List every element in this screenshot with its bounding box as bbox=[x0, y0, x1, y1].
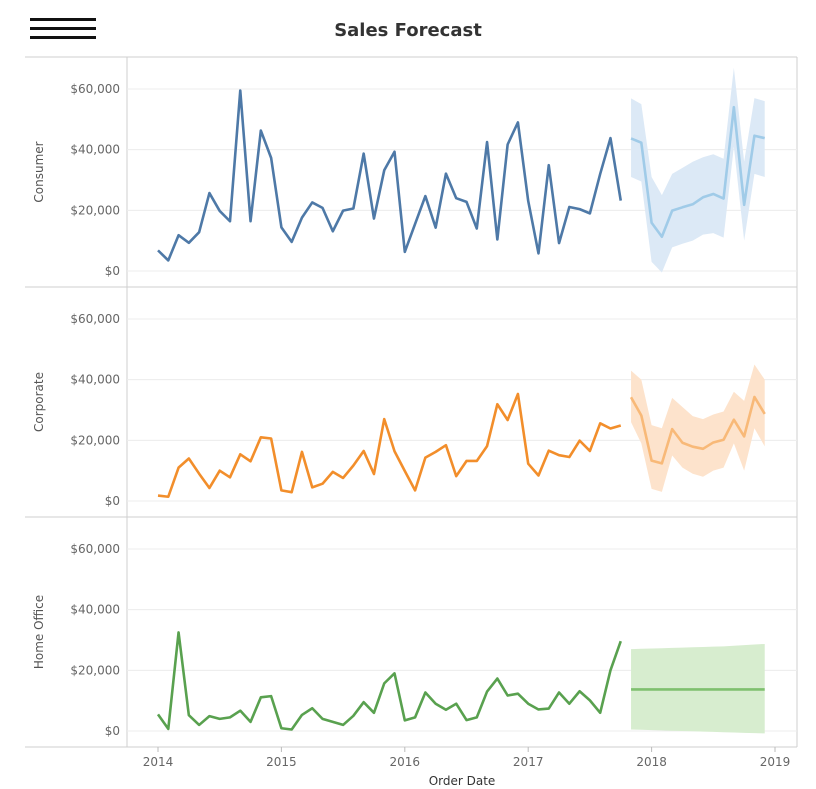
panel-home-office: $0 $20,000 $40,000 $60,000 Home Office bbox=[32, 542, 797, 738]
panel-consumer: $0 $20,000 $40,000 $60,000 Consumer bbox=[32, 67, 797, 278]
y-tick-label: $0 bbox=[105, 264, 120, 278]
x-tick-label: 2016 bbox=[390, 755, 421, 769]
y-tick-label: $0 bbox=[105, 494, 120, 508]
y-tick-label: $20,000 bbox=[70, 663, 120, 677]
series-line-actual bbox=[157, 392, 622, 499]
forecast-band bbox=[631, 364, 765, 492]
y-tick-label: $0 bbox=[105, 724, 120, 738]
y-tick-label: $40,000 bbox=[70, 143, 120, 157]
chart-frame bbox=[25, 56, 798, 748]
y-tick-label: $20,000 bbox=[70, 203, 120, 217]
chart-panels: $0 $20,000 $40,000 $60,000 Consumer $0 $20,000… bbox=[32, 67, 797, 738]
x-tick-label: 2018 bbox=[636, 755, 667, 769]
panel-label: Home Office bbox=[32, 595, 46, 669]
series-line-forecast bbox=[629, 395, 766, 465]
x-axis: 2014 2015 2016 2017 2018 2019 Order Date bbox=[143, 747, 791, 788]
forecast-band bbox=[631, 643, 765, 734]
x-tick-label: 2014 bbox=[143, 755, 174, 769]
x-tick-label: 2019 bbox=[760, 755, 791, 769]
forecast-band bbox=[631, 67, 765, 273]
y-tick-label: $60,000 bbox=[70, 312, 120, 326]
series-line-forecast bbox=[630, 105, 766, 239]
y-tick-label: $60,000 bbox=[70, 542, 120, 556]
x-axis-label: Order Date bbox=[429, 774, 496, 788]
x-tick-label: 2015 bbox=[266, 755, 297, 769]
panel-label: Corporate bbox=[32, 372, 46, 432]
chart-title: Sales Forecast bbox=[334, 20, 482, 41]
y-tick-label: $60,000 bbox=[70, 82, 120, 96]
y-tick-label: $40,000 bbox=[70, 373, 120, 387]
panel-label: Consumer bbox=[32, 141, 46, 202]
series-line-actual bbox=[156, 631, 622, 731]
x-tick-label: 2017 bbox=[513, 755, 544, 769]
panel-corporate: $0 $20,000 $40,000 $60,000 Corporate bbox=[32, 312, 797, 508]
y-tick-label: $40,000 bbox=[70, 603, 120, 617]
hamburger-menu-icon[interactable] bbox=[30, 18, 96, 44]
y-tick-label: $20,000 bbox=[70, 433, 120, 447]
series-line-actual bbox=[157, 89, 623, 262]
